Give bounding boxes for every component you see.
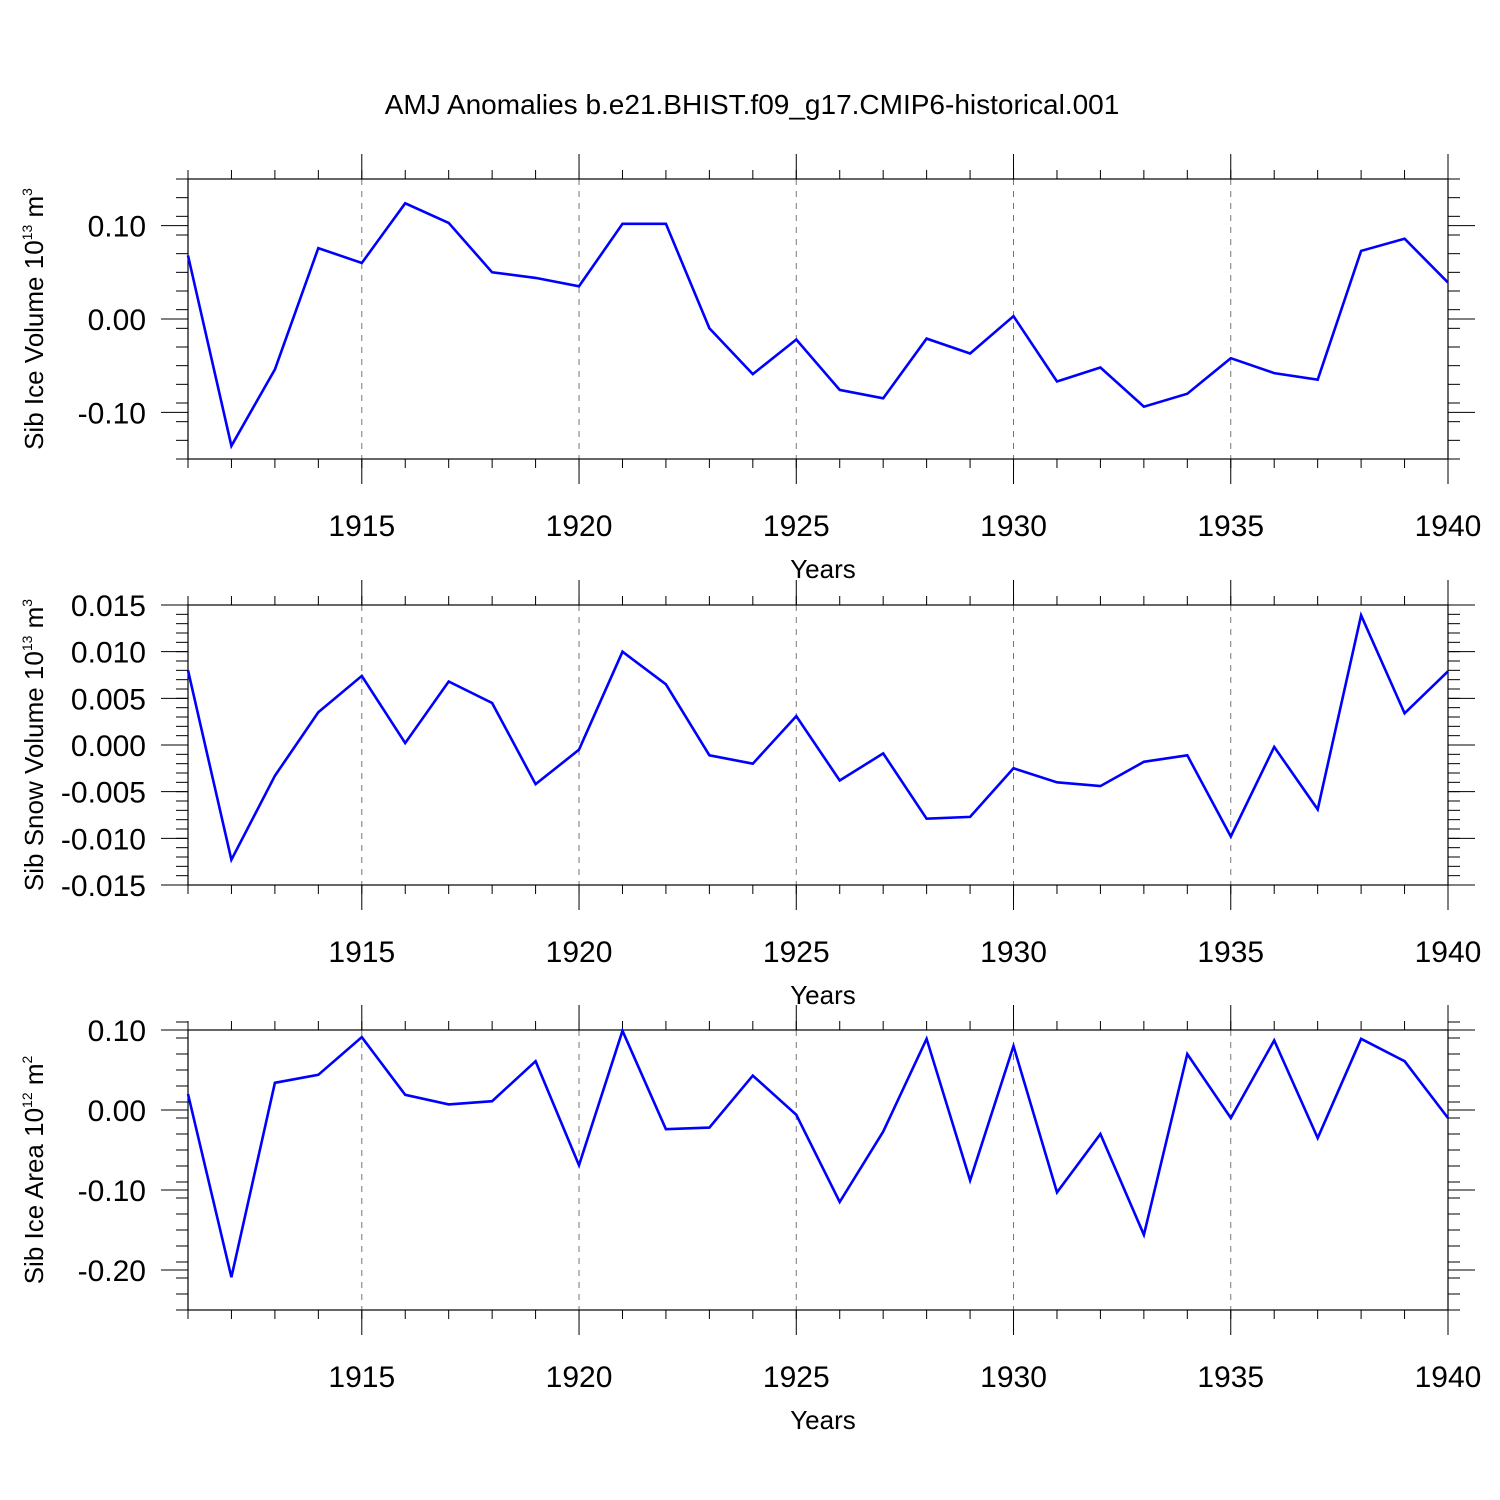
series-line	[186, 1027, 1450, 1278]
panel-sib-snow-volume: 1915 1920 1925 1930 1935 1940 -0.015 -0.010 -0.0…	[19, 580, 1481, 1010]
x-tick-label: 1935	[1197, 1361, 1264, 1394]
x-tick-label: 1925	[763, 936, 830, 969]
x-tick-label: 1940	[1415, 936, 1482, 969]
panel-sib-ice-volume: 1915 1920 1925 1930 1935 1940 -0.10 0.00 0.10 Yea…	[19, 154, 1481, 584]
y-tick-label: -0.015	[61, 870, 146, 903]
series-line	[186, 201, 1449, 450]
x-tick-label: 1935	[1197, 936, 1264, 969]
y-axis-label: Sib Ice Area 1012 m2	[19, 1055, 49, 1284]
y-tick-label: -0.010	[61, 823, 146, 856]
y-axis-label: Sib Ice Volume 1013 m3	[19, 188, 49, 450]
y-tick-label: -0.005	[61, 777, 146, 810]
y-tick-label: -0.10	[78, 1175, 146, 1208]
x-tick-label: 1935	[1197, 510, 1264, 543]
y-tick-label: 0.00	[88, 304, 146, 337]
panel-sib-ice-area: 1915 1920 1925 1930 1935 1940 -0.20 -0.10 0.00 0.…	[19, 1005, 1481, 1435]
x-tick-label: 1925	[763, 510, 830, 543]
y-tick-label: 0.005	[71, 683, 146, 716]
x-tick-label: 1920	[546, 936, 613, 969]
x-tick-label: 1920	[546, 1361, 613, 1394]
y-tick-label: 0.00	[88, 1095, 146, 1128]
y-tick-label: 0.010	[71, 637, 146, 670]
x-tick-label: 1930	[980, 510, 1047, 543]
series-line	[186, 611, 1449, 864]
y-tick-label: 0.015	[71, 590, 146, 623]
y-tick-label: 0.000	[71, 730, 146, 763]
x-tick-label: 1930	[980, 1361, 1047, 1394]
y-tick-label: -0.10	[78, 397, 146, 430]
y-tick-label: 0.10	[88, 211, 146, 244]
y-axis-label: Sib Snow Volume 1013 m3	[19, 599, 49, 891]
x-tick-label: 1930	[980, 936, 1047, 969]
y-tick-label: -0.20	[78, 1255, 146, 1288]
x-tick-label: 1940	[1415, 510, 1482, 543]
figure-title: AMJ Anomalies b.e21.BHIST.f09_g17.CMIP6-…	[385, 89, 1120, 120]
x-tick-label: 1940	[1415, 1361, 1482, 1394]
x-tick-label: 1915	[328, 510, 395, 543]
x-tick-label: 1915	[328, 936, 395, 969]
plot-frame	[187, 1029, 1449, 1311]
x-tick-label: 1915	[328, 1361, 395, 1394]
y-tick-label: 0.10	[88, 1015, 146, 1048]
x-tick-label: 1925	[763, 1361, 830, 1394]
plot-frame	[187, 604, 1449, 886]
plot-frame	[187, 178, 1449, 460]
x-tick-label: 1920	[546, 510, 613, 543]
x-axis-label: Years	[790, 980, 856, 1010]
x-axis-label: Years	[790, 554, 856, 584]
x-axis-label: Years	[790, 1405, 856, 1435]
